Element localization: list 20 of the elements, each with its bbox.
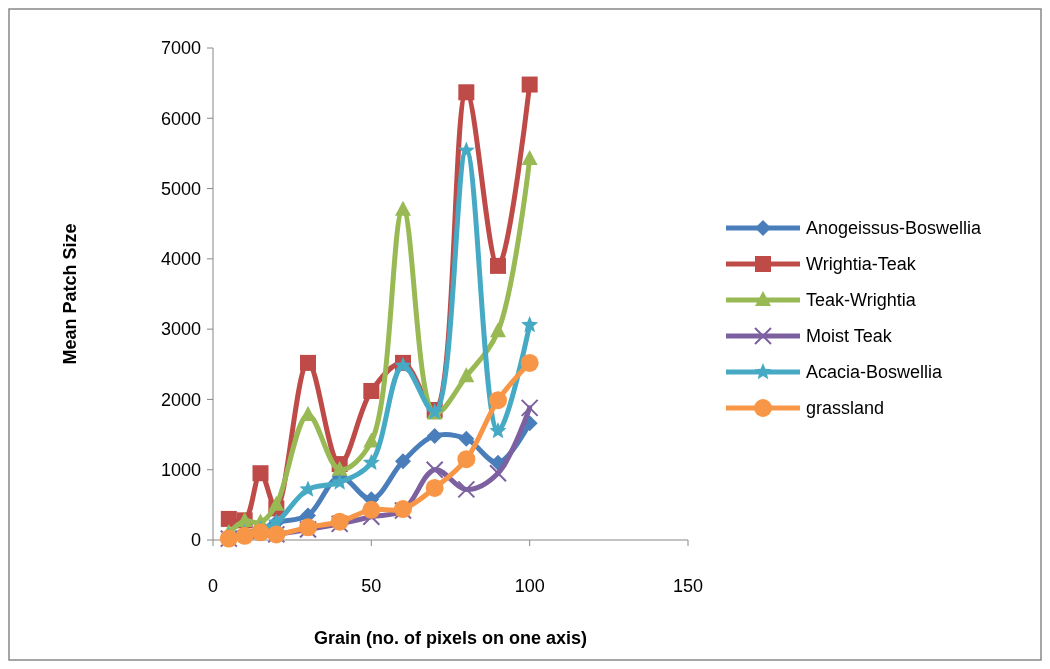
y-tick-label: 5000: [160, 178, 201, 199]
y-tick-label: 2000: [160, 389, 201, 410]
y-tick-label: 3000: [160, 319, 201, 340]
y-tick-label: 4000: [160, 249, 201, 270]
legend-label: Teak-Wrightia: [806, 290, 917, 311]
x-tick-label: 100: [514, 576, 545, 596]
legend-label: Acacia-Boswellia: [806, 362, 944, 383]
y-tick-label: 1000: [160, 460, 201, 481]
x-tick-label: 0: [207, 576, 219, 596]
legend-label: Wrightia-Teak: [806, 254, 917, 275]
legend-label: grassland: [806, 398, 885, 419]
x-tick-label: 50: [361, 576, 382, 596]
y-axis-title: Mean Patch Size: [60, 223, 80, 365]
y-tick-label: 0: [190, 530, 201, 551]
y-tick-label: 6000: [160, 108, 201, 129]
x-axis-title: Grain (no. of pixels on one axis): [313, 628, 588, 648]
x-tick-label: 150: [672, 576, 704, 596]
legend-label: Anogeissus-Boswellia: [806, 218, 983, 239]
y-tick-label: 7000: [160, 38, 201, 59]
legend-label: Moist Teak: [806, 326, 893, 347]
